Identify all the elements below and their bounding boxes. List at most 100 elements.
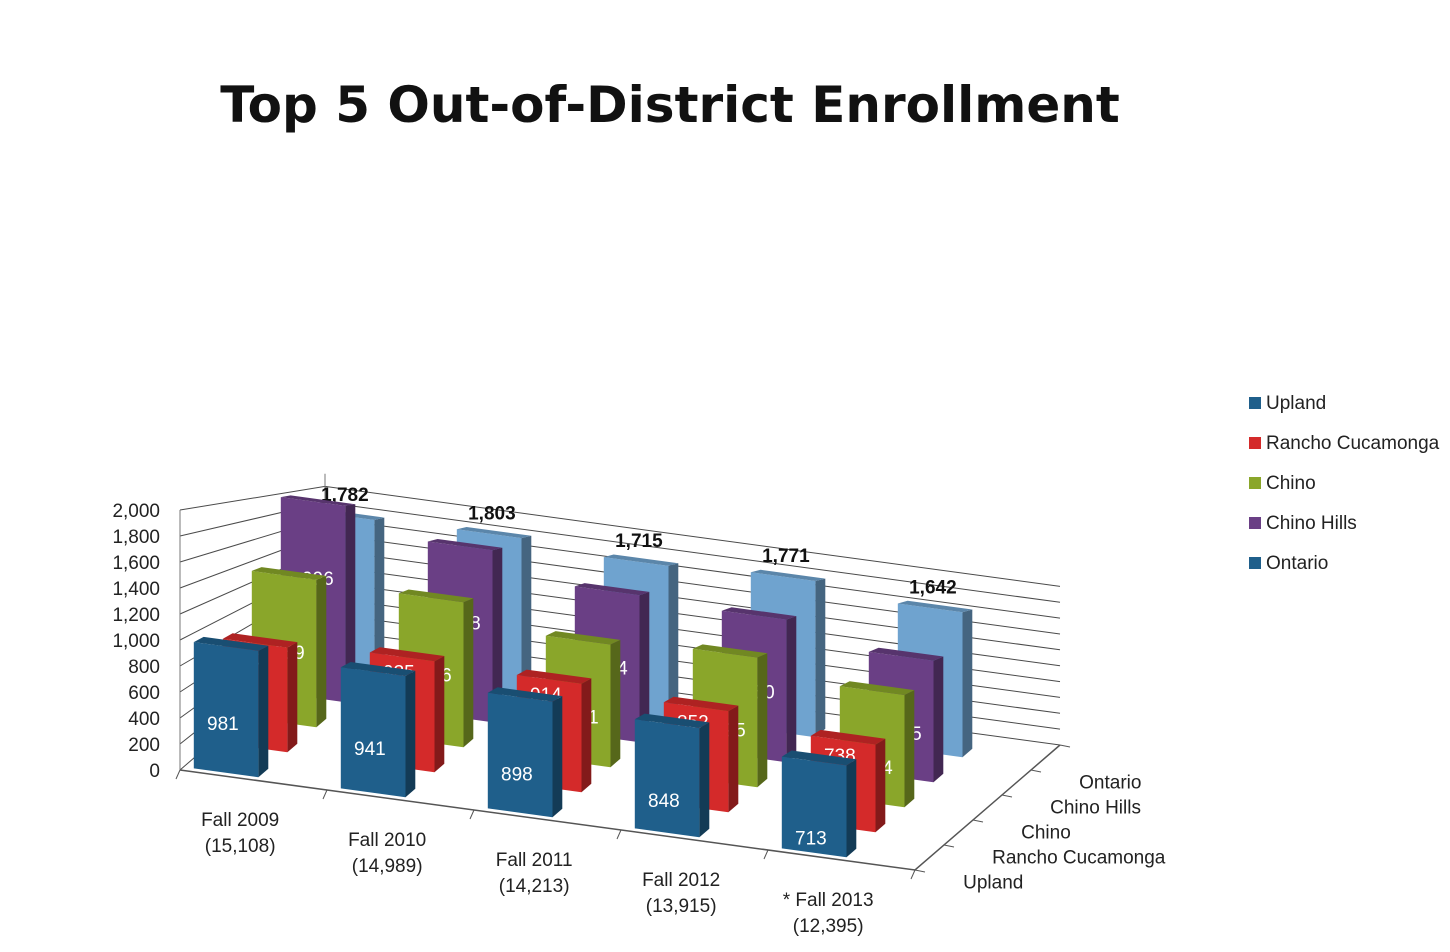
bar-side <box>492 547 503 723</box>
bar-top <box>193 636 269 651</box>
bar-side <box>728 705 739 813</box>
bar: 848 <box>634 713 710 838</box>
depth-tick-mark <box>1030 769 1042 773</box>
legend-label: Upland <box>1266 393 1326 414</box>
bar-side <box>962 609 973 758</box>
y-tick-label: 600 <box>128 683 160 704</box>
legend-item: Rancho Cucamonga <box>1249 433 1440 454</box>
data-label: 713 <box>795 829 827 850</box>
bar-top <box>839 681 915 695</box>
bar-side <box>316 575 327 728</box>
bar-front <box>340 667 406 798</box>
category-label: Fall 2010 <box>348 830 426 851</box>
legend-swatch <box>1249 557 1261 569</box>
bar-top <box>545 631 621 645</box>
depth-label: Ontario <box>1079 772 1141 793</box>
category-sublabel: (15,108) <box>205 836 276 857</box>
bar-top <box>781 750 857 766</box>
bar-side <box>581 678 592 793</box>
bar: 713 <box>781 750 857 858</box>
bar-top <box>398 589 474 603</box>
legend-swatch <box>1249 397 1261 409</box>
category-sublabel: (12,395) <box>793 916 864 937</box>
bar-top <box>603 554 679 566</box>
bar-top <box>487 687 563 702</box>
category-label: * Fall 2013 <box>783 890 874 911</box>
bar-side <box>258 645 269 778</box>
depth-tick-mark <box>914 869 926 873</box>
y-tick-label: 0 <box>149 761 160 782</box>
bar-top <box>663 696 739 712</box>
bar: 981 <box>193 636 269 778</box>
bar-top <box>750 569 826 581</box>
data-label: 898 <box>501 765 533 786</box>
legend-label: Rancho Cucamonga <box>1266 433 1440 454</box>
data-label: 848 <box>648 791 680 812</box>
data-label: 1,715 <box>615 531 663 552</box>
legend-label: Ontario <box>1266 553 1328 574</box>
bars-layer: 1,7821,8031,7151,7711,6421,9961,7481,494… <box>193 485 973 858</box>
bar-side <box>699 722 710 838</box>
bar-side <box>846 759 857 858</box>
y-tick-label: 1,200 <box>112 605 160 626</box>
bar-top <box>251 567 327 580</box>
category-sublabel: (13,915) <box>646 896 717 917</box>
bar-top <box>280 495 356 506</box>
axis-layer: 0 200 400 600 800 1,000 1,200 1,400 1,600 1,800 2,… <box>112 501 1165 937</box>
bar-top <box>721 607 797 620</box>
bar-side <box>552 696 563 818</box>
legend-item: Chino <box>1249 473 1316 494</box>
bar-side <box>287 642 298 753</box>
depth-tick-mark <box>943 844 955 848</box>
depth-tick-mark <box>972 819 984 823</box>
bar-side <box>904 690 915 808</box>
bar-top <box>692 644 768 658</box>
category-label: Fall 2011 <box>496 850 573 871</box>
depth-label: Rancho Cucamonga <box>992 847 1166 868</box>
data-label: 941 <box>354 739 386 760</box>
legend: Upland Rancho Cucamonga Chino Chino Hills On… <box>1249 393 1440 574</box>
legend-label: Chino Hills <box>1266 513 1357 534</box>
bar-top <box>634 713 710 728</box>
bar-top <box>897 600 973 613</box>
y-tick-label: 1,600 <box>112 553 160 574</box>
y-tick-label: 2,000 <box>112 501 160 522</box>
bar-side <box>345 504 356 703</box>
legend-swatch <box>1249 517 1261 529</box>
bar-side <box>668 563 679 718</box>
chart-title: Top 5 Out-of-District Enrollment <box>220 76 1120 134</box>
bar: 898 <box>487 687 563 818</box>
y-tick-label: 1,000 <box>112 631 160 652</box>
data-label: 1,782 <box>321 485 369 506</box>
x-tick-mark <box>175 769 181 780</box>
bar-side <box>434 656 445 773</box>
bar-side <box>639 591 650 743</box>
y-tick-label: 200 <box>128 735 160 756</box>
x-tick-mark <box>616 829 622 840</box>
bar-top <box>222 633 298 648</box>
bar-side <box>757 653 768 788</box>
bar-top <box>516 669 592 684</box>
bar-side <box>933 656 944 783</box>
bar-top <box>810 729 886 745</box>
legend-label: Chino <box>1266 473 1316 494</box>
data-label: 1,803 <box>468 503 516 524</box>
bar-top <box>427 539 503 551</box>
legend-item: Chino Hills <box>1249 513 1357 534</box>
bar-top <box>369 647 445 662</box>
legend-item: Ontario <box>1249 553 1328 574</box>
bar-side <box>405 670 416 798</box>
category-label: Fall 2012 <box>642 870 720 891</box>
x-tick-mark <box>763 849 769 860</box>
depth-label: Chino <box>1021 822 1071 843</box>
data-label: 981 <box>207 714 239 735</box>
x-tick-mark <box>910 869 916 880</box>
depth-tick-mark <box>1059 744 1071 748</box>
bar-side <box>610 639 621 768</box>
x-tick-mark <box>322 789 328 800</box>
y-tick-label: 800 <box>128 657 160 678</box>
bar-front <box>634 719 700 838</box>
bar-side <box>815 578 826 738</box>
